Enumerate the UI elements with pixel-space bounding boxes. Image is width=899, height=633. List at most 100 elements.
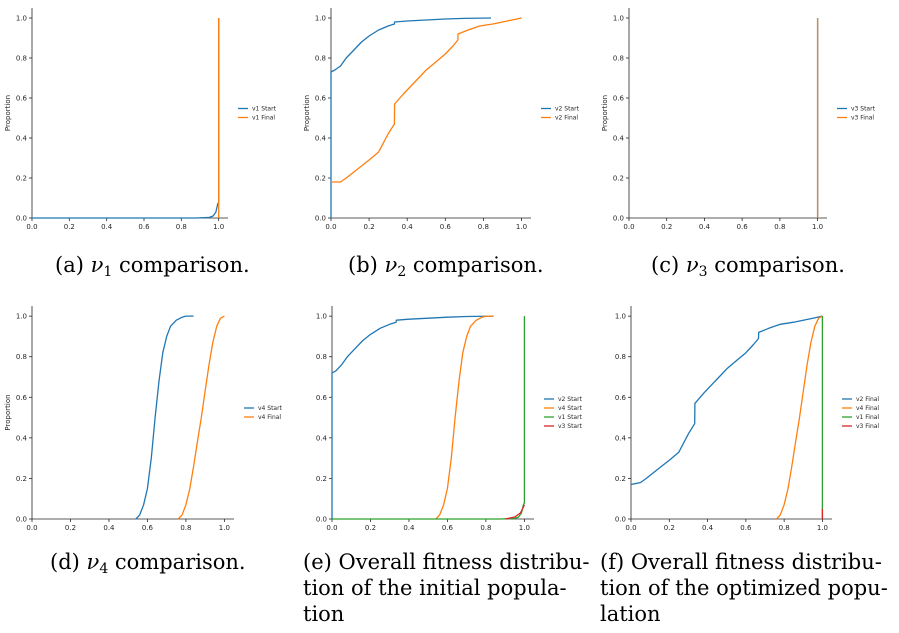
chart-c-ytick-label: 0.2: [613, 175, 624, 183]
chart-f-xtick-label: 0.0: [625, 524, 636, 532]
caption-d-text: comparison.: [114, 550, 246, 574]
chart-d-ytick-label: 0.8: [16, 353, 27, 361]
chart-e-ytick-label: 0.8: [316, 353, 327, 361]
caption-c-symbol: ν: [685, 253, 699, 277]
chart-f-axes: [630, 306, 832, 520]
chart-a-xtick-label: 0.2: [64, 223, 75, 231]
chart-d-axes: [31, 306, 234, 520]
chart-d-legend-label: v4 Final: [258, 414, 281, 421]
chart-c-ytick-label: 0.0: [613, 215, 624, 223]
chart-b-xtick-label: 0.8: [478, 223, 489, 231]
chart-b-ylabel: Proportion: [303, 95, 311, 131]
caption-d: (d) ν4 comparison.: [50, 549, 246, 577]
chart-c-ylabel: Proportion: [601, 95, 609, 131]
chart-e-legend-label: v3 Start: [558, 423, 583, 430]
caption-a: (a) ν1 comparison.: [55, 252, 250, 279]
chart-e-xtick-label: 1.0: [519, 524, 530, 532]
chart-f-ytick-label: 0.8: [615, 353, 626, 361]
chart-panel-b: 0.0 0.2 0.4 0.6 0.8 1.0 0.0 0.2 0.4 0.6 0.8 1.0 Prop…: [303, 8, 580, 231]
chart-c-xtick-label: 0.6: [737, 223, 749, 231]
chart-panel-c: 0.0 0.2 0.4 0.6 0.8 1.0 0.0 0.2 0.4 0.6 0.8 1.0 Prop…: [601, 8, 876, 231]
chart-b-series-v2-final-line: [331, 17, 522, 183]
chart-e-legend-label: v2 Start: [558, 396, 583, 403]
chart-b-ytick-label: 0.4: [315, 135, 327, 143]
caption-c-sub: 3: [698, 264, 708, 280]
chart-e-legend-label: v1 Start: [558, 414, 583, 421]
caption-d-label: (d): [50, 550, 80, 574]
chart-e-series-v2-start-line: [331, 315, 494, 519]
chart-d-ytick-label: 0.2: [16, 475, 27, 483]
chart-e-axes: [331, 306, 534, 520]
chart-d-ytick-label: 1.0: [16, 313, 27, 321]
chart-e-ytick-label: 0.2: [316, 475, 327, 483]
chart-e-xtick-label: 0.0: [326, 524, 337, 532]
caption-c: (c) ν3 comparison.: [651, 252, 845, 280]
chart-f-xtick-label: 0.2: [664, 524, 675, 532]
caption-d-symbol: ν: [86, 550, 100, 574]
chart-b-xtick-label: 0.0: [325, 223, 336, 231]
chart-c-ytick-label: 0.4: [613, 135, 625, 143]
chart-b-xtick-label: 0.4: [402, 223, 414, 231]
chart-e-ytick-label: 0.4: [316, 434, 328, 442]
caption-b-sub: 2: [397, 264, 407, 280]
chart-a-legend-label: v1 Final: [252, 115, 275, 122]
chart-b-xtick-label: 1.0: [516, 223, 527, 231]
chart-b-series-v2-start-line: [330, 17, 492, 218]
chart-d-legend-label: v4 Start: [258, 405, 283, 412]
chart-panel-a: 0.0 0.2 0.4 0.6 0.8 1.0 0.0 0.2 0.4 0.6 0.8 1.0 Prop…: [4, 8, 277, 231]
chart-f-ytick-label: 0.0: [615, 516, 626, 524]
chart-f-xtick-label: 0.4: [702, 524, 714, 532]
chart-f-ytick-label: 0.2: [615, 475, 626, 483]
chart-c-xtick-label: 0.4: [699, 223, 711, 231]
chart-e-ytick-label: 0.6: [316, 394, 328, 402]
caption-b-symbol: ν: [384, 253, 398, 277]
chart-d-xtick-label: 1.0: [219, 524, 230, 532]
chart-b-xtick-label: 0.6: [440, 223, 452, 231]
chart-panel-d: 0.0 0.2 0.4 0.6 0.8 1.0 0.0 0.2 0.4 0.6 0.8 1.0 Prop…: [4, 306, 283, 532]
chart-a-series-v1-start-line: [32, 18, 220, 219]
caption-b-label: (b): [348, 253, 378, 277]
chart-f-legend-label: v1 Final: [856, 414, 879, 421]
chart-b-legend-label: v2 Final: [555, 115, 578, 122]
chart-c-xtick-label: 1.0: [812, 223, 823, 231]
chart-b-legend-label: v2 Start: [555, 106, 580, 113]
chart-panel-f: 0.0 0.2 0.4 0.6 0.8 1.0 0.0 0.2 0.4 0.6 0.8 1.0 v2 F…: [615, 306, 879, 532]
chart-c-legend-label: v3 Start: [851, 106, 876, 113]
chart-a-xtick-label: 1.0: [213, 223, 224, 231]
chart-f-ytick-label: 1.0: [615, 313, 626, 321]
chart-a-ytick-label: 0.2: [16, 175, 27, 183]
chart-b-ytick-label: 1.0: [315, 15, 326, 23]
caption-e: (e) Overall fitness distribu- tion of th…: [303, 549, 589, 627]
chart-panel-e: 0.0 0.2 0.4 0.6 0.8 1.0 0.0 0.2 0.4 0.6 0.8 1.0 v2 S…: [316, 306, 583, 532]
caption-c-text: comparison.: [714, 253, 845, 277]
chart-b-xtick-label: 0.2: [364, 223, 375, 231]
chart-e-xtick-label: 0.4: [403, 524, 415, 532]
caption-e-line-1: (e) Overall fitness distribu-: [303, 550, 590, 574]
chart-a-ytick-label: 1.0: [16, 15, 27, 23]
chart-d-ylabel: Proportion: [4, 394, 12, 430]
caption-f-line-1: (f) Overall fitness distribu-: [600, 550, 882, 574]
chart-f-ytick-label: 0.6: [615, 394, 627, 402]
chart-f-legend-label: v4 Final: [856, 405, 879, 412]
chart-a-xtick-label: 0.8: [176, 223, 187, 231]
chart-d-xtick-label: 0.2: [65, 524, 76, 532]
chart-e-legend-label: v4 Start: [558, 405, 583, 412]
caption-d-sub: 4: [99, 561, 109, 577]
caption-b-text: comparison.: [412, 253, 544, 277]
caption-a-text: comparison.: [118, 253, 250, 277]
chart-b-axes: [330, 8, 531, 219]
chart-e-xtick-label: 0.2: [365, 524, 376, 532]
chart-d-xtick-label: 0.6: [142, 524, 154, 532]
chart-e-xtick-label: 0.6: [442, 524, 454, 532]
chart-c-axes: [628, 8, 827, 219]
chart-a-legend-label: v1 Start: [252, 106, 277, 113]
chart-a-ytick-label: 0.0: [16, 215, 27, 223]
chart-e-series-v3-start-line: [504, 504, 525, 520]
caption-b: (b) ν2 comparison.: [348, 252, 544, 280]
chart-a-ytick-label: 0.6: [16, 95, 28, 103]
chart-a-xtick-label: 0.4: [101, 223, 113, 231]
caption-a-label: (a): [55, 253, 84, 277]
chart-c-ytick-label: 0.6: [613, 95, 625, 103]
chart-d-ytick-label: 0.6: [16, 394, 28, 402]
chart-a-ytick-label: 0.4: [16, 135, 28, 143]
